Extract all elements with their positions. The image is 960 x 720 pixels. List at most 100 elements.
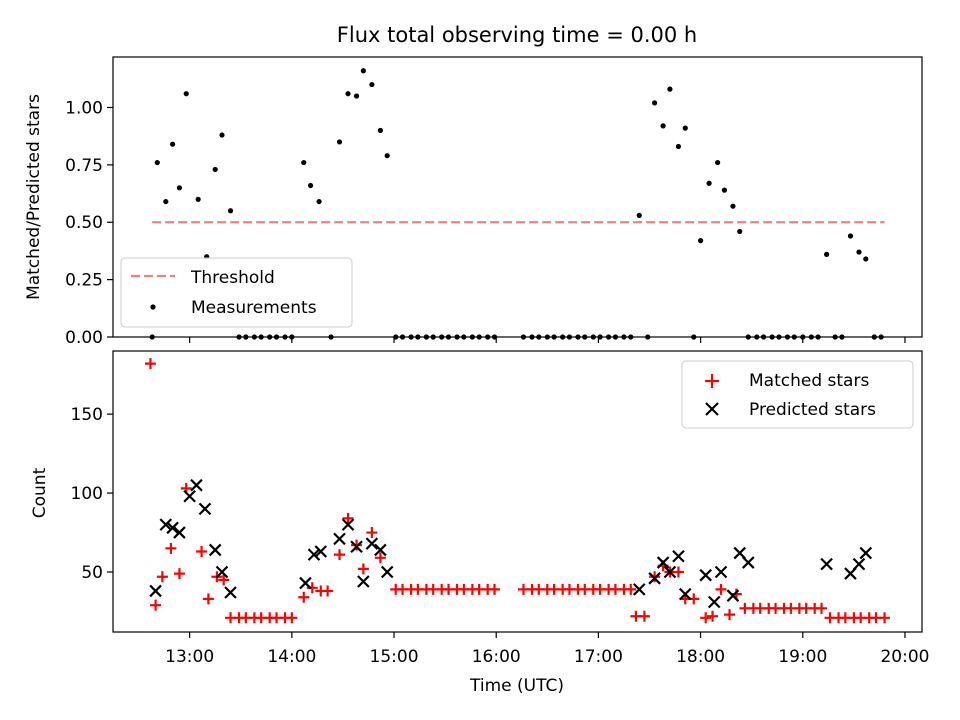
matched-star-point xyxy=(202,593,214,605)
matched-star-point xyxy=(351,539,363,551)
measurement-point xyxy=(301,159,307,166)
predicted-star-point xyxy=(183,489,196,503)
matched-star-point xyxy=(173,568,185,580)
predicted-star-point xyxy=(350,540,363,554)
bottom-x-tick-label: 18:00 xyxy=(676,647,725,667)
measurement-point xyxy=(667,86,673,92)
matched-star-point xyxy=(196,545,208,557)
bottom-legend: Matched stars Predicted stars xyxy=(681,360,914,429)
predicted-star-point xyxy=(678,587,692,601)
matched-star-point xyxy=(672,566,684,578)
top-axes-frame xyxy=(112,56,923,338)
top-y-ticks: 0.00 0.25 0.50 0.75 1.00 xyxy=(65,98,113,348)
measurement-point xyxy=(706,180,712,186)
bottom-y-axis-label: Count xyxy=(30,467,50,518)
measurement-point xyxy=(219,132,225,138)
matched-star-point xyxy=(489,583,501,595)
predicted-stars-series xyxy=(149,478,873,609)
measurement-point xyxy=(377,127,383,134)
measurement-point xyxy=(652,100,658,106)
predicted-star-point xyxy=(208,543,222,557)
predicted-star-point xyxy=(333,532,346,546)
matched-star-point xyxy=(707,610,719,622)
top-y-tick-label: 0.25 xyxy=(65,271,103,291)
top-y-tick-label: 0.50 xyxy=(65,213,103,233)
matched-stars-series xyxy=(144,358,891,624)
predicted-star-point xyxy=(707,595,721,609)
top-y-tick-label: 1.00 xyxy=(65,98,103,118)
matched-star-point xyxy=(879,612,891,624)
measurement-point xyxy=(660,123,666,129)
matched-star-point xyxy=(286,612,298,624)
predicted-star-point xyxy=(341,518,355,531)
measurement-point xyxy=(307,182,314,189)
bottom-x-tick-label: 17:00 xyxy=(574,647,623,667)
bottom-x-ticks: 13:00 14:00 15:00 16:00 17:00 18:00 19:00 20:00 xyxy=(165,632,929,667)
bottom-y-tick-label: 150 xyxy=(71,405,103,425)
measurement-point xyxy=(353,93,360,99)
measurement-point xyxy=(856,249,862,255)
matched-star-point xyxy=(625,583,637,595)
matched-star-point xyxy=(322,585,334,597)
measurement-point xyxy=(721,187,728,193)
bottom-x-tick-label: 14:00 xyxy=(267,647,316,667)
measurement-point xyxy=(369,81,375,88)
measurement-point xyxy=(863,256,869,262)
matched-stars-legend-label: Matched stars xyxy=(749,371,869,391)
predicted-stars-legend-swatch xyxy=(705,402,719,416)
predicted-star-point xyxy=(699,568,712,582)
predicted-star-point xyxy=(859,546,873,560)
predicted-star-point xyxy=(663,565,677,579)
matched-star-point xyxy=(374,552,386,564)
bottom-panel: Count Time (UTC) 50 100 150 13:00 14:00 15:0… xyxy=(30,350,929,696)
bottom-legend-box xyxy=(681,360,914,429)
measurement-point xyxy=(183,91,189,97)
predicted-star-point xyxy=(190,478,203,492)
predicted-star-point xyxy=(365,537,379,550)
bottom-x-tick-label: 20:00 xyxy=(880,647,929,667)
measurement-point xyxy=(730,203,736,209)
measurement-point xyxy=(715,159,721,166)
matched-star-point xyxy=(334,549,346,561)
measurement-point xyxy=(227,208,234,214)
predicted-star-point xyxy=(726,589,740,602)
predicted-star-point xyxy=(299,576,312,590)
measurement-point xyxy=(154,159,160,166)
predicted-star-point xyxy=(307,548,321,561)
matched-star-point xyxy=(144,358,156,370)
threshold-legend-label: Threshold xyxy=(190,268,275,288)
matched-star-point xyxy=(724,609,736,621)
predicted-star-point xyxy=(820,557,833,571)
bottom-x-tick-label: 15:00 xyxy=(370,647,419,667)
predicted-star-point xyxy=(149,584,162,598)
measurement-point xyxy=(212,166,218,173)
matched-star-point xyxy=(150,599,162,611)
predicted-star-point xyxy=(742,556,755,569)
matched-star-point xyxy=(357,563,369,575)
predicted-star-point xyxy=(656,556,670,569)
matched-star-point xyxy=(298,591,310,603)
matched-star-point xyxy=(649,571,661,583)
measurement-point xyxy=(824,251,830,257)
top-panel: Flux total observing time = 0.00 h Match… xyxy=(24,23,923,348)
bottom-y-ticks: 50 100 150 xyxy=(71,405,113,583)
measurement-point xyxy=(336,139,343,145)
predicted-star-point xyxy=(173,526,186,539)
measurement-point xyxy=(176,185,183,191)
predicted-star-point xyxy=(672,549,685,563)
bottom-x-tick-label: 13:00 xyxy=(165,647,214,667)
matched-star-point xyxy=(638,610,650,622)
matched-star-point xyxy=(156,571,168,583)
predicted-star-point xyxy=(166,521,179,535)
matched-star-point xyxy=(366,527,378,539)
measurement-point xyxy=(847,233,854,239)
predicted-star-point xyxy=(374,543,387,557)
top-y-tick-label: 0.75 xyxy=(65,156,103,176)
bottom-x-tick-label: 19:00 xyxy=(778,647,827,667)
measurement-point xyxy=(384,153,390,159)
measurement-point xyxy=(163,198,169,205)
bottom-y-tick-label: 50 xyxy=(81,563,103,583)
predicted-star-point xyxy=(159,518,173,531)
